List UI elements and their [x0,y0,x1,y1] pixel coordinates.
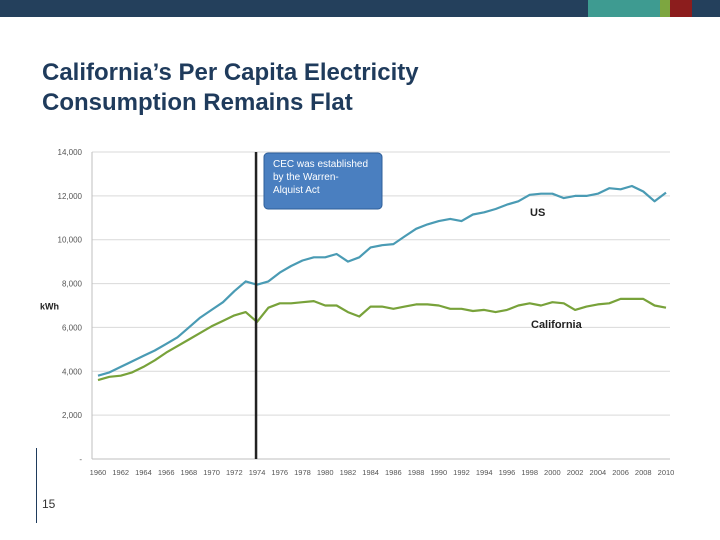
y-tick-label: - [79,455,82,464]
band-segment-teal [588,0,660,17]
y-tick-label: 8,000 [62,280,83,289]
x-tick-label: 1970 [203,468,220,477]
band-segment-red [670,0,692,17]
y-tick-label: 6,000 [62,323,83,332]
x-tick-label: 1984 [362,468,379,477]
series-label-california: California [531,319,583,331]
x-tick-label: 1988 [408,468,425,477]
series-line-california [97,297,667,382]
x-tick-label: 2008 [635,468,652,477]
y-axis-label: kWh [40,302,59,312]
x-tick-label: 1978 [294,468,311,477]
x-tick-label: 1972 [226,468,243,477]
left-accent-rule [36,448,37,523]
x-tick-label: 1992 [453,468,470,477]
x-tick-label: 1996 [499,468,516,477]
x-tick-label: 2004 [589,468,606,477]
y-tick-label: 4,000 [62,367,83,376]
x-tick-label: 2000 [544,468,561,477]
gridlines [92,151,670,416]
slide-title: California’s Per Capita Electricity Cons… [42,58,419,118]
series-line-us [97,184,667,377]
x-tick-label: 1962 [112,468,129,477]
x-tick-label: 2010 [658,468,675,477]
series-lines: US California [97,184,667,382]
band-segment-green [660,0,670,17]
slide-number: 15 [42,497,56,511]
x-tick-label: 1994 [476,468,493,477]
x-tick-label: 1968 [181,468,198,477]
x-tick-label: 1982 [340,468,357,477]
x-tick-label: 1990 [430,468,447,477]
band-segment-navy [0,0,588,17]
x-tick-label: 2002 [567,468,584,477]
axes: - 2,000 4,000 6,000 8,000 10,000 12,000 14,000 k… [40,148,674,477]
band-segment-navy-end [692,0,720,17]
x-tick-label: 1960 [90,468,107,477]
x-tick-label: 1966 [158,468,175,477]
top-color-band [0,0,720,17]
event-annotation: CEC was established by the Warren-Alquist… [254,152,383,459]
series-label-us: US [530,207,545,219]
x-tick-label: 1964 [135,468,152,477]
y-tick-label: 14,000 [58,148,83,157]
x-tick-label: 1986 [385,468,402,477]
x-tick-label: 1976 [271,468,288,477]
x-tick-label: 1980 [317,468,334,477]
x-tick-label: 1998 [521,468,538,477]
x-tick-label: 1974 [249,468,266,477]
y-tick-label: 10,000 [58,236,83,245]
y-tick-label: 2,000 [62,411,83,420]
annotation-box [263,152,383,210]
slide-title-line-2: Consumption Remains Flat [42,89,353,116]
y-tick-label: 12,000 [58,192,83,201]
x-tick-label: 2006 [612,468,629,477]
annotation-text: CEC was established by the Warren-Alquist… [273,159,368,196]
slide-title-line-1: California’s Per Capita Electricity [42,59,419,86]
